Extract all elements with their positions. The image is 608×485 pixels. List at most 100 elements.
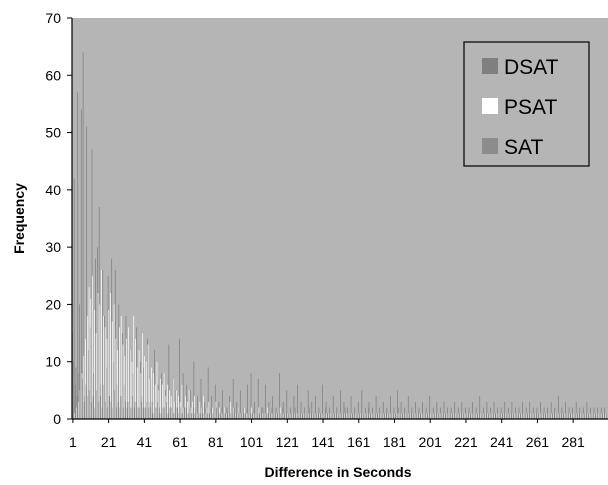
bar-dsat-121 bbox=[286, 390, 288, 419]
legend-swatch-dsat bbox=[482, 58, 498, 74]
bar-psat-118 bbox=[281, 413, 283, 419]
bar-sat-268 bbox=[550, 413, 551, 419]
bar-sat-277 bbox=[566, 413, 568, 419]
bar-dsat-3 bbox=[75, 367, 77, 419]
bar-sat-172 bbox=[378, 413, 380, 419]
bar-dsat-45 bbox=[150, 378, 152, 419]
bar-sat-205 bbox=[437, 413, 439, 419]
bar-sat-114 bbox=[275, 413, 276, 419]
bar-sat-195 bbox=[419, 413, 421, 419]
bar-psat-172 bbox=[378, 413, 379, 419]
bar-sat-27 bbox=[119, 407, 121, 419]
bar-sat-278 bbox=[568, 413, 569, 419]
x-axis-ticks: 1 21 41 61 81 101 121 141 161 181 201 221 241 261 281 bbox=[69, 419, 585, 450]
bar-psat-267 bbox=[547, 413, 549, 419]
bar-dsat-217 bbox=[457, 407, 459, 419]
bar-psat-261 bbox=[537, 413, 538, 419]
bar-dsat-130 bbox=[302, 413, 304, 419]
bar-sat-204 bbox=[435, 413, 437, 419]
bar-dsat-233 bbox=[486, 401, 488, 419]
bar-dsat-222 bbox=[466, 413, 468, 419]
bar-psat-14 bbox=[95, 333, 97, 419]
bar-dsat-204 bbox=[434, 413, 436, 419]
bar-psat-97 bbox=[244, 407, 245, 419]
bar-psat-178 bbox=[388, 413, 390, 419]
bar-sat-68 bbox=[192, 407, 194, 419]
bar-sat-290 bbox=[589, 413, 591, 419]
bar-dsat-185 bbox=[400, 401, 402, 419]
bar-dsat-80 bbox=[213, 413, 214, 419]
bar-dsat-218 bbox=[459, 413, 461, 419]
y-tick-label-40: 40 bbox=[45, 182, 61, 198]
bar-dsat-199 bbox=[425, 407, 427, 419]
bar-dsat-49 bbox=[157, 384, 159, 419]
bar-psat-48 bbox=[156, 361, 158, 419]
bar-sat-183 bbox=[398, 407, 400, 419]
bar-sat-110 bbox=[267, 413, 269, 419]
bar-dsat-68 bbox=[191, 413, 193, 419]
bar-psat-120 bbox=[285, 413, 286, 419]
x-tick-label-41: 41 bbox=[137, 434, 153, 450]
bar-psat-77 bbox=[208, 401, 210, 419]
bar-psat-57 bbox=[172, 378, 174, 419]
bar-psat-152 bbox=[342, 413, 344, 419]
bar-sat-10 bbox=[89, 390, 91, 419]
bar-psat-211 bbox=[447, 413, 449, 419]
bar-sat-59 bbox=[176, 407, 178, 419]
bar-dsat-85 bbox=[222, 390, 223, 419]
bar-psat-62 bbox=[181, 384, 183, 419]
bar-sat-281 bbox=[573, 413, 575, 419]
bar-sat-149 bbox=[337, 413, 339, 419]
bar-psat-2 bbox=[74, 413, 76, 419]
bar-dsat-291 bbox=[590, 407, 591, 419]
bar-psat-160 bbox=[356, 413, 358, 419]
bar-sat-74 bbox=[203, 413, 205, 419]
bar-dsat-109 bbox=[264, 384, 266, 419]
bar-psat-239 bbox=[497, 413, 499, 419]
bar-psat-135 bbox=[312, 413, 313, 419]
bar-sat-248 bbox=[514, 413, 516, 419]
bar-sat-283 bbox=[577, 413, 578, 419]
bar-psat-19 bbox=[104, 327, 106, 419]
bar-psat-124 bbox=[292, 413, 294, 419]
bar-psat-206 bbox=[438, 413, 440, 419]
bar-psat-7 bbox=[83, 355, 85, 419]
bar-psat-145 bbox=[329, 413, 331, 419]
bar-psat-246 bbox=[510, 413, 512, 419]
bar-psat-109 bbox=[265, 413, 267, 419]
bar-psat-167 bbox=[369, 413, 370, 419]
bar-dsat-164 bbox=[363, 413, 364, 419]
bar-psat-90 bbox=[231, 413, 233, 419]
bar-sat-295 bbox=[598, 413, 600, 419]
bar-dsat-28 bbox=[120, 396, 121, 419]
bar-dsat-239 bbox=[497, 407, 498, 419]
bar-sat-55 bbox=[169, 407, 171, 419]
bar-psat-86 bbox=[224, 407, 226, 419]
bar-psat-24 bbox=[113, 304, 115, 419]
bar-dsat-299 bbox=[604, 407, 606, 419]
x-tick-label-121: 121 bbox=[276, 434, 300, 450]
bar-sat-211 bbox=[448, 413, 450, 419]
bar-psat-166 bbox=[367, 413, 369, 419]
bar-sat-261 bbox=[537, 413, 539, 419]
bar-psat-258 bbox=[531, 413, 533, 419]
bar-psat-76 bbox=[206, 407, 208, 419]
bar-psat-183 bbox=[397, 413, 399, 419]
bar-dsat-142 bbox=[323, 413, 325, 419]
bar-psat-64 bbox=[185, 396, 186, 419]
bar-psat-130 bbox=[303, 413, 304, 419]
bar-dsat-165 bbox=[365, 407, 366, 419]
bar-sat-224 bbox=[471, 413, 473, 419]
bar-dsat-272 bbox=[556, 413, 557, 419]
bar-dsat-260 bbox=[534, 413, 536, 419]
bar-dsat-145 bbox=[329, 407, 331, 419]
bar-sat-156 bbox=[350, 413, 351, 419]
bar-dsat-91 bbox=[232, 378, 234, 419]
bar-sat-291 bbox=[591, 413, 593, 419]
bar-psat-121 bbox=[287, 413, 288, 419]
bar-dsat-51 bbox=[161, 373, 163, 419]
bar-psat-65 bbox=[186, 401, 188, 419]
bar-psat-105 bbox=[258, 407, 260, 419]
bar-psat-131 bbox=[304, 413, 306, 419]
bar-sat-148 bbox=[335, 413, 337, 419]
